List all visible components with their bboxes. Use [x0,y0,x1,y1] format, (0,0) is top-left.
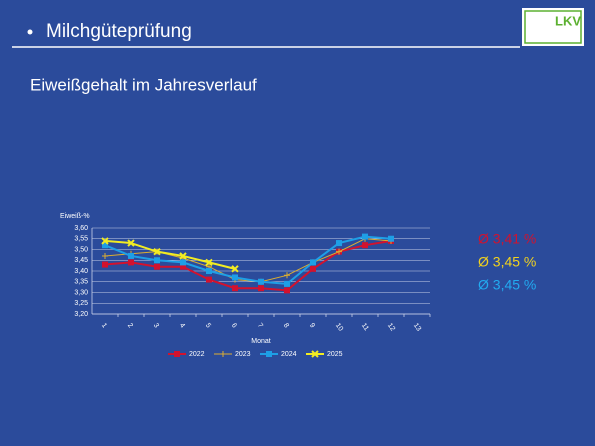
x-tick-label: 11 [360,322,370,332]
slide-title: Milchgüteprüfung [46,21,192,42]
x-tick-label: 12 [386,322,396,332]
x-tick-label: 2 [126,322,134,329]
series-line [104,235,392,285]
data-point [362,242,368,249]
legend-label: 2025 [327,351,343,358]
x-tick-label: 4 [178,322,186,329]
data-point [154,257,160,264]
data-point [362,233,368,240]
y-tick-label: 3,25 [74,300,88,307]
annotation: Ø 3,41 % [478,231,536,247]
data-point [102,252,108,259]
legend-label: 2022 [189,351,205,358]
data-point [336,248,342,255]
y-tick-label: 3,40 [74,268,88,275]
data-point [258,285,264,292]
data-point [127,239,135,247]
bullet [27,29,33,35]
x-tick-label: 6 [230,322,238,329]
x-axis-label: Monat [251,338,271,345]
legend-label: 2024 [281,351,297,358]
data-point [128,259,134,266]
y-tick-label: 3,45 [74,257,88,264]
data-point [310,265,316,272]
data-point [205,258,213,267]
data-point [154,263,160,270]
data-point [284,280,290,287]
x-tick-label: 9 [308,322,316,329]
x-tick-label: 7 [256,322,264,329]
y-tick-label: 3,50 [74,246,88,253]
data-point [153,247,161,256]
chart-title: Eiweißgehalt im Jahresverlauf [30,75,257,94]
y-tick-label: 3,55 [74,236,88,243]
data-point [102,261,108,268]
annotation: Ø 3,45 % [478,254,536,270]
data-point [388,235,394,242]
data-point [206,268,212,274]
data-point [206,276,212,283]
y-tick-label: 3,35 [74,279,88,286]
data-point [284,287,290,294]
data-point [101,237,109,245]
series-line [104,239,236,270]
x-tick-label: 1 [100,322,108,329]
series-line [104,239,392,292]
data-point [231,265,239,273]
y-tick-label: 3,60 [74,225,88,232]
legend-marker [174,351,180,357]
logo-frame [524,10,582,44]
data-point [258,278,264,285]
data-point [336,240,342,247]
y-tick-label: 3,30 [74,289,88,296]
y-tick-label: 3,20 [74,311,88,318]
x-tick-label: 10 [334,322,344,332]
x-tick-label: 3 [152,322,160,329]
x-tick-label: 8 [282,322,290,329]
y-axis-label: Eiweiß-% [60,213,90,220]
x-tick-label: 13 [412,322,422,332]
data-point [232,285,238,292]
x-tick-label: 5 [204,322,212,329]
logo-text: LKV [555,13,581,28]
logo-box [522,8,584,46]
legend-marker [220,351,226,357]
data-point [102,242,108,249]
data-point [128,252,134,259]
legend-marker [311,350,319,358]
data-point [180,263,186,270]
data-point [284,272,290,279]
legend-marker [266,351,272,357]
legend-label: 2023 [235,351,251,358]
data-point [232,274,238,281]
data-point [310,259,316,266]
data-point [179,252,187,260]
series-line [104,238,392,283]
annotation: Ø 3,45 % [478,277,536,293]
data-point [180,259,186,266]
